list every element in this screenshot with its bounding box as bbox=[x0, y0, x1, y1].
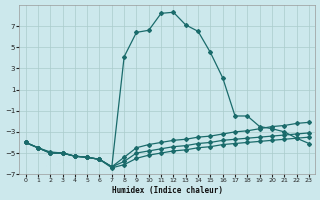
X-axis label: Humidex (Indice chaleur): Humidex (Indice chaleur) bbox=[112, 186, 223, 195]
